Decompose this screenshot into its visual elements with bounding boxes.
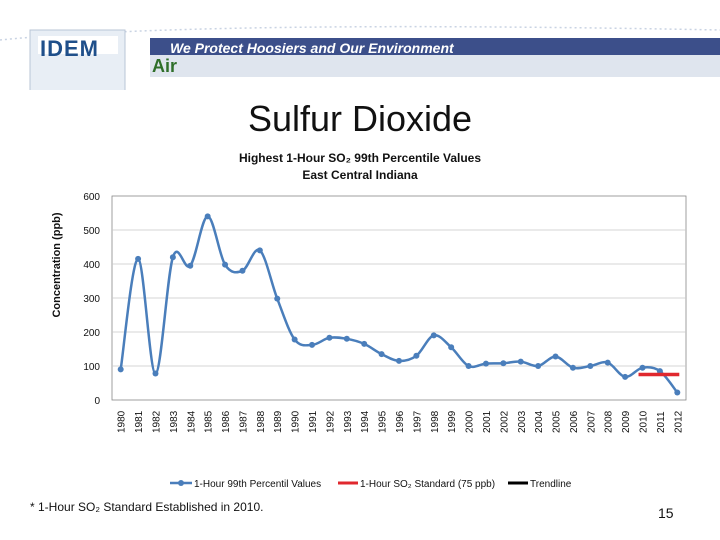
banner-bar: [150, 38, 720, 55]
data-point: [465, 363, 472, 369]
x-tick-label: 1998: [430, 410, 441, 433]
data-point: [639, 364, 646, 371]
x-tick-label: 2005: [552, 410, 563, 433]
x-tick-label: 2004: [534, 410, 545, 433]
data-point: [239, 267, 246, 274]
chart-title: Highest 1-Hour SO₂ 99th Percentile Value…: [0, 150, 720, 184]
data-point: [430, 332, 437, 339]
x-tick-label: 1989: [273, 410, 284, 433]
legend-label-trendline: Trendline: [530, 479, 572, 490]
x-tick-label: 2012: [673, 410, 684, 433]
x-tick-label: 1999: [447, 410, 458, 433]
x-tick-label: 1981: [134, 410, 145, 433]
y-tick-label: 100: [83, 362, 100, 373]
data-point: [396, 357, 402, 364]
data-point: [552, 353, 559, 360]
data-point: [448, 344, 455, 351]
legend-marker-series: [178, 480, 184, 486]
slide-title: Sulfur Dioxide: [247, 98, 473, 139]
y-tick-label: 0: [94, 396, 100, 407]
data-point: [274, 295, 281, 302]
section-label: Air: [152, 56, 178, 76]
y-tick-label: 600: [83, 192, 100, 203]
data-point: [343, 335, 350, 342]
x-tick-label: 1993: [343, 410, 354, 433]
x-tick-label: 1986: [221, 410, 232, 433]
chart-title-line1: Highest 1-Hour SO₂ 99th Percentile Value…: [238, 151, 482, 165]
data-point: [117, 366, 124, 373]
legend-label-series: 1-Hour 99th Percentil Values: [194, 479, 321, 490]
x-tick-label: 1996: [395, 410, 406, 433]
y-tick-label: 300: [83, 294, 100, 305]
idem-logo: IDEM: [40, 36, 99, 61]
data-point: [152, 370, 159, 377]
y-tick-label: 500: [83, 226, 100, 237]
footnote: * 1-Hour SO₂ Standard Established in 201…: [30, 500, 264, 514]
data-point: [656, 368, 663, 375]
y-tick-label: 200: [83, 328, 100, 339]
data-point: [622, 373, 629, 380]
y-axis-label: Concentration (ppb): [51, 212, 63, 317]
x-tick-label: 2000: [465, 410, 476, 433]
x-tick-label: 2006: [569, 410, 580, 433]
x-tick-label: 1988: [256, 410, 267, 433]
chart-title-line2: East Central Indiana: [302, 168, 418, 182]
page-number: 15: [658, 505, 674, 521]
x-tick-label: 2010: [639, 410, 650, 433]
legend-label-standard: 1-Hour SO₂ Standard (75 ppb): [360, 479, 495, 490]
x-tick-label: 1984: [186, 410, 197, 433]
x-tick-label: 2001: [482, 410, 493, 433]
x-tick-label: 2007: [586, 410, 597, 433]
x-tick-label: 2002: [499, 410, 510, 433]
banner-slogan: We Protect Hoosiers and Our Environment: [170, 40, 454, 56]
data-point: [187, 262, 194, 269]
x-tick-label: 2011: [656, 411, 667, 433]
data-point: [482, 360, 489, 367]
x-tick-label: 2003: [517, 410, 528, 433]
x-tick-label: 2009: [621, 410, 632, 433]
x-tick-label: 1995: [378, 410, 389, 433]
data-point: [604, 359, 611, 366]
data-point: [291, 336, 298, 343]
data-point: [204, 213, 211, 220]
data-point: [256, 247, 263, 254]
x-tick-label: 1985: [204, 410, 215, 433]
x-tick-label: 1992: [325, 410, 336, 433]
y-tick-label: 400: [83, 260, 100, 271]
data-point: [169, 254, 176, 261]
data-point: [309, 341, 316, 348]
data-point: [517, 358, 524, 365]
data-point: [674, 389, 681, 396]
data-point: [569, 364, 576, 371]
x-tick-label: 1987: [238, 410, 249, 433]
x-tick-label: 1983: [169, 410, 180, 433]
data-point: [361, 340, 368, 347]
x-tick-label: 1991: [308, 410, 319, 433]
x-tick-label: 1997: [412, 410, 423, 433]
x-tick-label: 1980: [117, 410, 128, 433]
line-chart: 0 100 200 300 400 500 600 1980 1981 1982 1983 1984 1…: [51, 192, 687, 490]
data-point: [135, 255, 142, 262]
data-point: [413, 352, 420, 359]
x-tick-label: 1982: [151, 410, 162, 433]
data-point: [222, 261, 229, 268]
data-point: [378, 351, 385, 358]
data-point: [326, 334, 333, 341]
x-tick-label: 1994: [360, 410, 371, 433]
x-tick-label: 2008: [604, 410, 615, 433]
data-point: [587, 363, 594, 369]
series-line: [119, 215, 679, 394]
x-tick-label: 1990: [291, 410, 302, 433]
data-point: [535, 363, 542, 369]
data-point: [500, 360, 507, 367]
